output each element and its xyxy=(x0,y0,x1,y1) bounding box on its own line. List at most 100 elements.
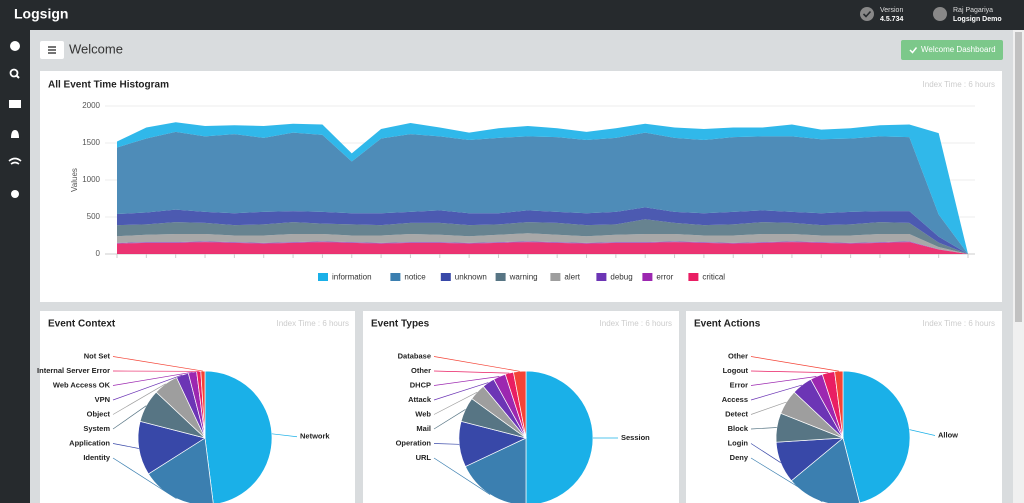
card-title: Event Actions xyxy=(694,319,761,330)
slice-label: Attack xyxy=(408,395,432,404)
welcome-button[interactable] xyxy=(901,40,1003,60)
slice-label: Allow xyxy=(938,430,958,439)
legend-label: critical xyxy=(702,273,725,282)
card-note: Index Time : 6 hours xyxy=(923,319,995,328)
leader-line xyxy=(750,356,839,372)
leader-line xyxy=(112,443,139,449)
leader-line xyxy=(750,370,829,373)
sidebar xyxy=(0,30,30,503)
user-name[interactable]: Raj Pagariya xyxy=(953,7,993,14)
leader-line xyxy=(433,443,460,445)
card-title: All Event Time Histogram xyxy=(48,80,169,91)
pie-slice xyxy=(525,370,594,503)
leader-line xyxy=(750,457,823,503)
leader-line xyxy=(909,429,936,436)
legend-swatch xyxy=(642,273,653,281)
slice-label: Access xyxy=(722,395,748,404)
slice-label: DHCP xyxy=(410,380,431,389)
area xyxy=(117,207,968,254)
leader-line xyxy=(112,371,193,386)
legend-swatch xyxy=(495,273,506,281)
slice-label: Session xyxy=(621,433,650,442)
pie-slice xyxy=(842,370,911,503)
slice-label: System xyxy=(83,424,110,433)
area xyxy=(117,131,968,254)
card-note: Index Time : 6 hours xyxy=(277,319,349,328)
leader-line xyxy=(750,443,781,463)
slice-label: Operation xyxy=(396,438,432,447)
area xyxy=(117,219,968,254)
search-icon[interactable] xyxy=(9,68,19,78)
leader-line xyxy=(112,383,166,415)
scroll-thumb[interactable] xyxy=(1015,32,1022,322)
dashboard-icon[interactable] xyxy=(10,41,20,51)
leader-line xyxy=(112,457,177,499)
page-title: Welcome xyxy=(69,41,123,56)
slice-label: Network xyxy=(300,432,330,441)
leader-line xyxy=(433,409,466,430)
leader-line xyxy=(433,382,489,401)
pie-slice xyxy=(464,437,527,503)
version-icon xyxy=(860,7,874,21)
legend-label: warning xyxy=(509,273,538,282)
leader-line xyxy=(433,356,520,372)
leader-line xyxy=(750,384,803,401)
button-label[interactable]: Welcome Dashboard xyxy=(921,45,996,54)
y-tick-label: 2000 xyxy=(82,101,100,110)
card-title: Event Types xyxy=(371,319,430,330)
pie-slice xyxy=(137,420,206,475)
slice-label: Error xyxy=(730,380,748,389)
leader-line xyxy=(750,401,787,415)
button-check xyxy=(909,47,918,54)
legend-label: unknown xyxy=(455,273,487,282)
slice-label: Object xyxy=(87,409,111,418)
area xyxy=(117,122,968,254)
logo[interactable]: Logsign xyxy=(14,6,68,22)
legend-swatch xyxy=(550,273,561,281)
legend-swatch xyxy=(440,273,451,281)
leader-line xyxy=(112,405,147,430)
settings-icon[interactable] xyxy=(11,190,19,198)
slice-label: Identity xyxy=(83,453,110,462)
version: 4.5.734 xyxy=(880,16,903,23)
slice-label: Web xyxy=(415,409,431,418)
legend-swatch xyxy=(596,273,607,281)
slice-label: Internal Server Error xyxy=(37,366,110,375)
leader-line xyxy=(433,457,491,495)
leader-line xyxy=(433,370,510,374)
slice-label: VPN xyxy=(95,395,110,404)
slice-label: Logout xyxy=(723,366,749,375)
y-tick-label: 1500 xyxy=(82,138,100,147)
top-bar xyxy=(0,0,1024,30)
check-icon xyxy=(862,10,872,18)
card-icon[interactable] xyxy=(9,100,21,108)
leader-line xyxy=(112,356,203,372)
slice-label: Database xyxy=(398,351,431,360)
legend-label: alert xyxy=(564,273,580,282)
legend-swatch xyxy=(318,273,328,281)
leader-line xyxy=(750,376,817,386)
slice-label: Other xyxy=(411,366,431,375)
slice-label: Other xyxy=(728,351,748,360)
area xyxy=(117,242,968,254)
pie-slice xyxy=(834,370,844,439)
user-org[interactable]: Logsign Demo xyxy=(953,16,1002,23)
legend-label: debug xyxy=(610,273,632,282)
bell-icon[interactable] xyxy=(11,130,19,138)
legend-label: information xyxy=(332,273,372,282)
slice-label: Mail xyxy=(416,424,431,433)
slice-label: Block xyxy=(728,424,749,433)
legend-swatch xyxy=(390,273,401,281)
slice-label: Web Access OK xyxy=(53,380,111,389)
area xyxy=(117,233,968,254)
legend-swatch xyxy=(688,273,699,281)
card-note: Index Time : 6 hours xyxy=(923,80,995,89)
user-icon[interactable] xyxy=(933,7,947,21)
card-note: Index Time : 6 hours xyxy=(600,319,672,328)
wifi-icon[interactable] xyxy=(8,157,22,165)
leader-line xyxy=(112,374,183,401)
y-tick-label: 1000 xyxy=(82,175,100,184)
leader-line xyxy=(433,391,478,415)
